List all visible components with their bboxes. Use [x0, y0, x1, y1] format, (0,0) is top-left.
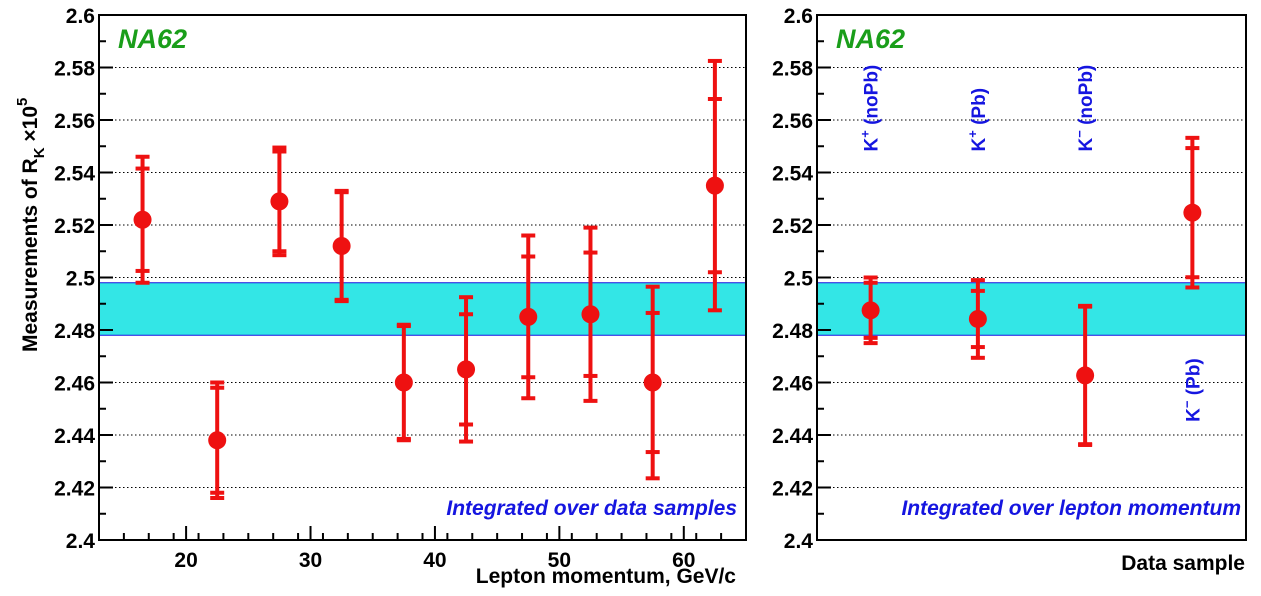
- y-tick-label: 2.6: [784, 5, 813, 28]
- y-label-times: ×10: [19, 106, 42, 147]
- sample-label-base: K: [1183, 408, 1204, 422]
- right-x-axis-label: Data sample: [1121, 552, 1245, 575]
- marker: [208, 431, 226, 449]
- sample-label-base: K: [862, 138, 883, 152]
- y-tick-label: 2.46: [772, 373, 813, 396]
- marker: [1183, 204, 1201, 222]
- y-tick-label: 2.42: [54, 478, 95, 501]
- left-y-axis-label: Measurements of RK ×105: [14, 98, 48, 352]
- x-tick-label: 40: [423, 549, 446, 572]
- marker: [1076, 366, 1094, 384]
- right-experiment-label: NA62: [836, 24, 905, 54]
- y-tick-label: 2.44: [772, 425, 813, 448]
- sample-label: K+ (Pb): [965, 88, 990, 152]
- marker: [519, 308, 537, 326]
- sample-label-text: (Pb): [1183, 358, 1204, 400]
- y-tick-label: 2.52: [772, 215, 813, 238]
- data-point: [969, 280, 987, 358]
- y-tick-label: 2.6: [66, 5, 95, 28]
- sample-label-text: (noPb): [862, 65, 883, 130]
- left-x-axis-label: Lepton momentum, GeV/c: [476, 565, 737, 588]
- marker: [333, 237, 351, 255]
- marker: [706, 177, 724, 195]
- sample-label-base: K: [969, 138, 990, 152]
- y-label-sub: K: [31, 147, 48, 158]
- marker: [395, 374, 413, 392]
- y-tick-label: 2.58: [54, 58, 95, 81]
- marker: [644, 374, 662, 392]
- sample-label-base: K: [1076, 138, 1097, 152]
- sample-label: K− (Pb): [1179, 358, 1204, 422]
- left-average-band: [99, 283, 746, 336]
- x-tick-label: 30: [299, 549, 322, 572]
- y-label-main: Measurements of R: [19, 158, 42, 352]
- y-label-sup: 5: [14, 98, 31, 106]
- y-tick-label: 2.48: [54, 320, 95, 343]
- y-tick-label: 2.5: [66, 268, 96, 291]
- marker: [581, 305, 599, 323]
- y-tick-label: 2.4: [66, 530, 96, 553]
- marker: [457, 360, 475, 378]
- y-tick-label: 2.54: [772, 163, 813, 186]
- y-tick-label: 2.52: [54, 215, 95, 238]
- left-panel: 2.4 2.42 2.44 2.46 2.48 2.5 2.52 2.54 2.56 2.58 2.…: [14, 5, 746, 588]
- marker: [270, 192, 288, 210]
- y-tick-label: 2.54: [54, 163, 95, 186]
- marker: [862, 301, 880, 319]
- right-average-band: [817, 283, 1246, 336]
- y-tick-label: 2.44: [54, 425, 95, 448]
- y-tick-label: 2.48: [772, 320, 813, 343]
- y-tick-label: 2.56: [54, 110, 95, 133]
- left-caption: Integrated over data samples: [446, 497, 737, 520]
- sample-label-text: (Pb): [969, 88, 990, 130]
- data-point: [706, 61, 724, 310]
- sample-label: K+ (noPb): [858, 65, 883, 152]
- marker: [134, 211, 152, 229]
- data-point: [581, 228, 599, 401]
- y-tick-label: 2.4: [784, 530, 814, 553]
- y-tick-label: 2.58: [772, 58, 813, 81]
- right-panel: 2.4 2.42 2.44 2.46 2.48 2.5 2.52 2.54 2.56 2.58 2.…: [772, 5, 1246, 575]
- y-tick-label: 2.56: [772, 110, 813, 133]
- left-experiment-label: NA62: [118, 24, 187, 54]
- sample-label-text: (noPb): [1076, 65, 1097, 130]
- y-tick-label: 2.42: [772, 478, 813, 501]
- y-tick-label: 2.46: [54, 373, 95, 396]
- x-tick-label: 20: [174, 549, 197, 572]
- marker: [969, 310, 987, 328]
- sample-label: K− (noPb): [1072, 65, 1097, 152]
- y-tick-label: 2.5: [784, 268, 814, 291]
- right-caption: Integrated over lepton momentum: [901, 497, 1241, 520]
